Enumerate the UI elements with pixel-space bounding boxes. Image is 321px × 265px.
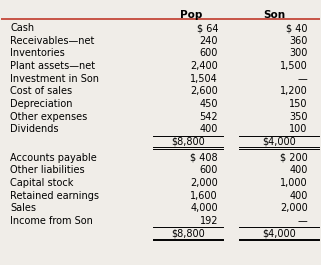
Text: $ 200: $ 200 — [280, 153, 308, 163]
Text: 400: 400 — [200, 124, 218, 134]
Text: 600: 600 — [200, 165, 218, 175]
Text: 1,504: 1,504 — [190, 74, 218, 84]
Text: $ 64: $ 64 — [196, 23, 218, 33]
Text: 2,000: 2,000 — [280, 204, 308, 213]
Text: 2,600: 2,600 — [190, 86, 218, 96]
Text: Accounts payable: Accounts payable — [10, 153, 97, 163]
Text: 1,000: 1,000 — [280, 178, 308, 188]
Text: 450: 450 — [200, 99, 218, 109]
Text: —: — — [298, 74, 308, 84]
Text: 300: 300 — [289, 48, 308, 58]
Text: 2,000: 2,000 — [190, 178, 218, 188]
Text: Depreciation: Depreciation — [10, 99, 73, 109]
Text: Cash: Cash — [10, 23, 34, 33]
Text: $ 408: $ 408 — [190, 153, 218, 163]
Text: 542: 542 — [199, 112, 218, 122]
Text: Inventories: Inventories — [10, 48, 65, 58]
Text: Other expenses: Other expenses — [10, 112, 88, 122]
Text: Son: Son — [263, 10, 285, 20]
Text: $ 40: $ 40 — [286, 23, 308, 33]
Text: $4,000: $4,000 — [262, 137, 296, 147]
Text: Investment in Son: Investment in Son — [10, 74, 99, 84]
Text: $8,800: $8,800 — [171, 137, 204, 147]
Text: Pop: Pop — [180, 10, 202, 20]
Text: Dividends: Dividends — [10, 124, 59, 134]
Text: $8,800: $8,800 — [171, 229, 204, 239]
Text: 192: 192 — [200, 216, 218, 226]
Text: 1,500: 1,500 — [280, 61, 308, 71]
Text: 350: 350 — [289, 112, 308, 122]
Text: 100: 100 — [289, 124, 308, 134]
Text: $4,000: $4,000 — [262, 229, 296, 239]
Text: 1,600: 1,600 — [190, 191, 218, 201]
Text: Retained earnings: Retained earnings — [10, 191, 99, 201]
Text: Plant assets—net: Plant assets—net — [10, 61, 95, 71]
Text: Receivables—net: Receivables—net — [10, 36, 95, 46]
Text: Capital stock: Capital stock — [10, 178, 74, 188]
Text: 360: 360 — [289, 36, 308, 46]
Text: 400: 400 — [289, 165, 308, 175]
Text: 400: 400 — [289, 191, 308, 201]
Text: Cost of sales: Cost of sales — [10, 86, 73, 96]
Text: 240: 240 — [200, 36, 218, 46]
Text: Income from Son: Income from Son — [10, 216, 93, 226]
Text: 1,200: 1,200 — [280, 86, 308, 96]
Text: Sales: Sales — [10, 204, 36, 213]
Text: 600: 600 — [200, 48, 218, 58]
Text: 150: 150 — [289, 99, 308, 109]
Text: 4,000: 4,000 — [190, 204, 218, 213]
Text: —: — — [298, 216, 308, 226]
Text: Other liabilities: Other liabilities — [10, 165, 85, 175]
Text: 2,400: 2,400 — [190, 61, 218, 71]
